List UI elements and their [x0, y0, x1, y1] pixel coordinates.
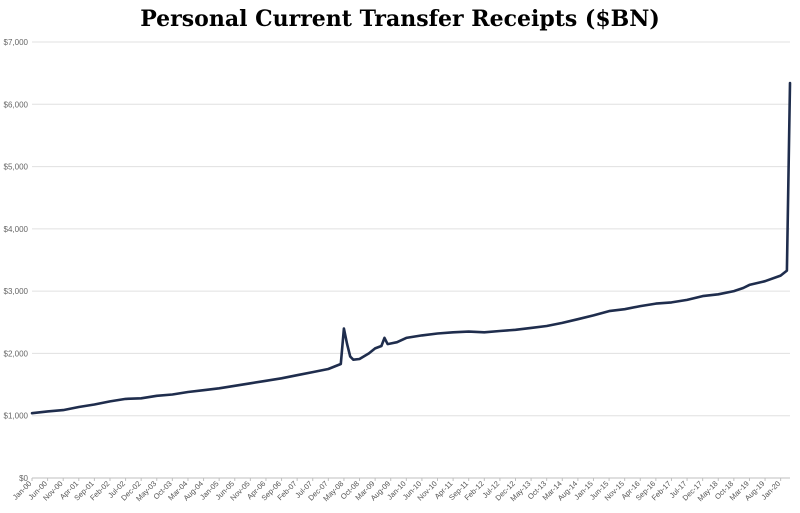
- y-tick-label: $3,000: [4, 287, 29, 296]
- chart-title: Personal Current Transfer Receipts ($BN): [140, 6, 660, 32]
- series-line: [30, 81, 792, 415]
- series-layer: [30, 81, 792, 415]
- gridlines: [32, 41, 790, 479]
- x-axis-ticks: Jan-00Jun-00Nov-00Apr-01Sep-01Feb-02Jul-…: [11, 478, 782, 503]
- y-tick-label: $1,000: [4, 412, 29, 421]
- y-tick-label: $7,000: [4, 38, 29, 47]
- y-tick-label: $2,000: [4, 349, 29, 358]
- y-tick-label: $4,000: [4, 225, 29, 234]
- y-tick-label: $5,000: [4, 163, 29, 172]
- y-tick-label: $6,000: [4, 100, 29, 109]
- y-axis-ticks: $0 $1,000 $2,000 $3,000 $4,000 $5,000 $6,000 $7…: [4, 38, 29, 483]
- y-tick-label: $0: [19, 474, 28, 483]
